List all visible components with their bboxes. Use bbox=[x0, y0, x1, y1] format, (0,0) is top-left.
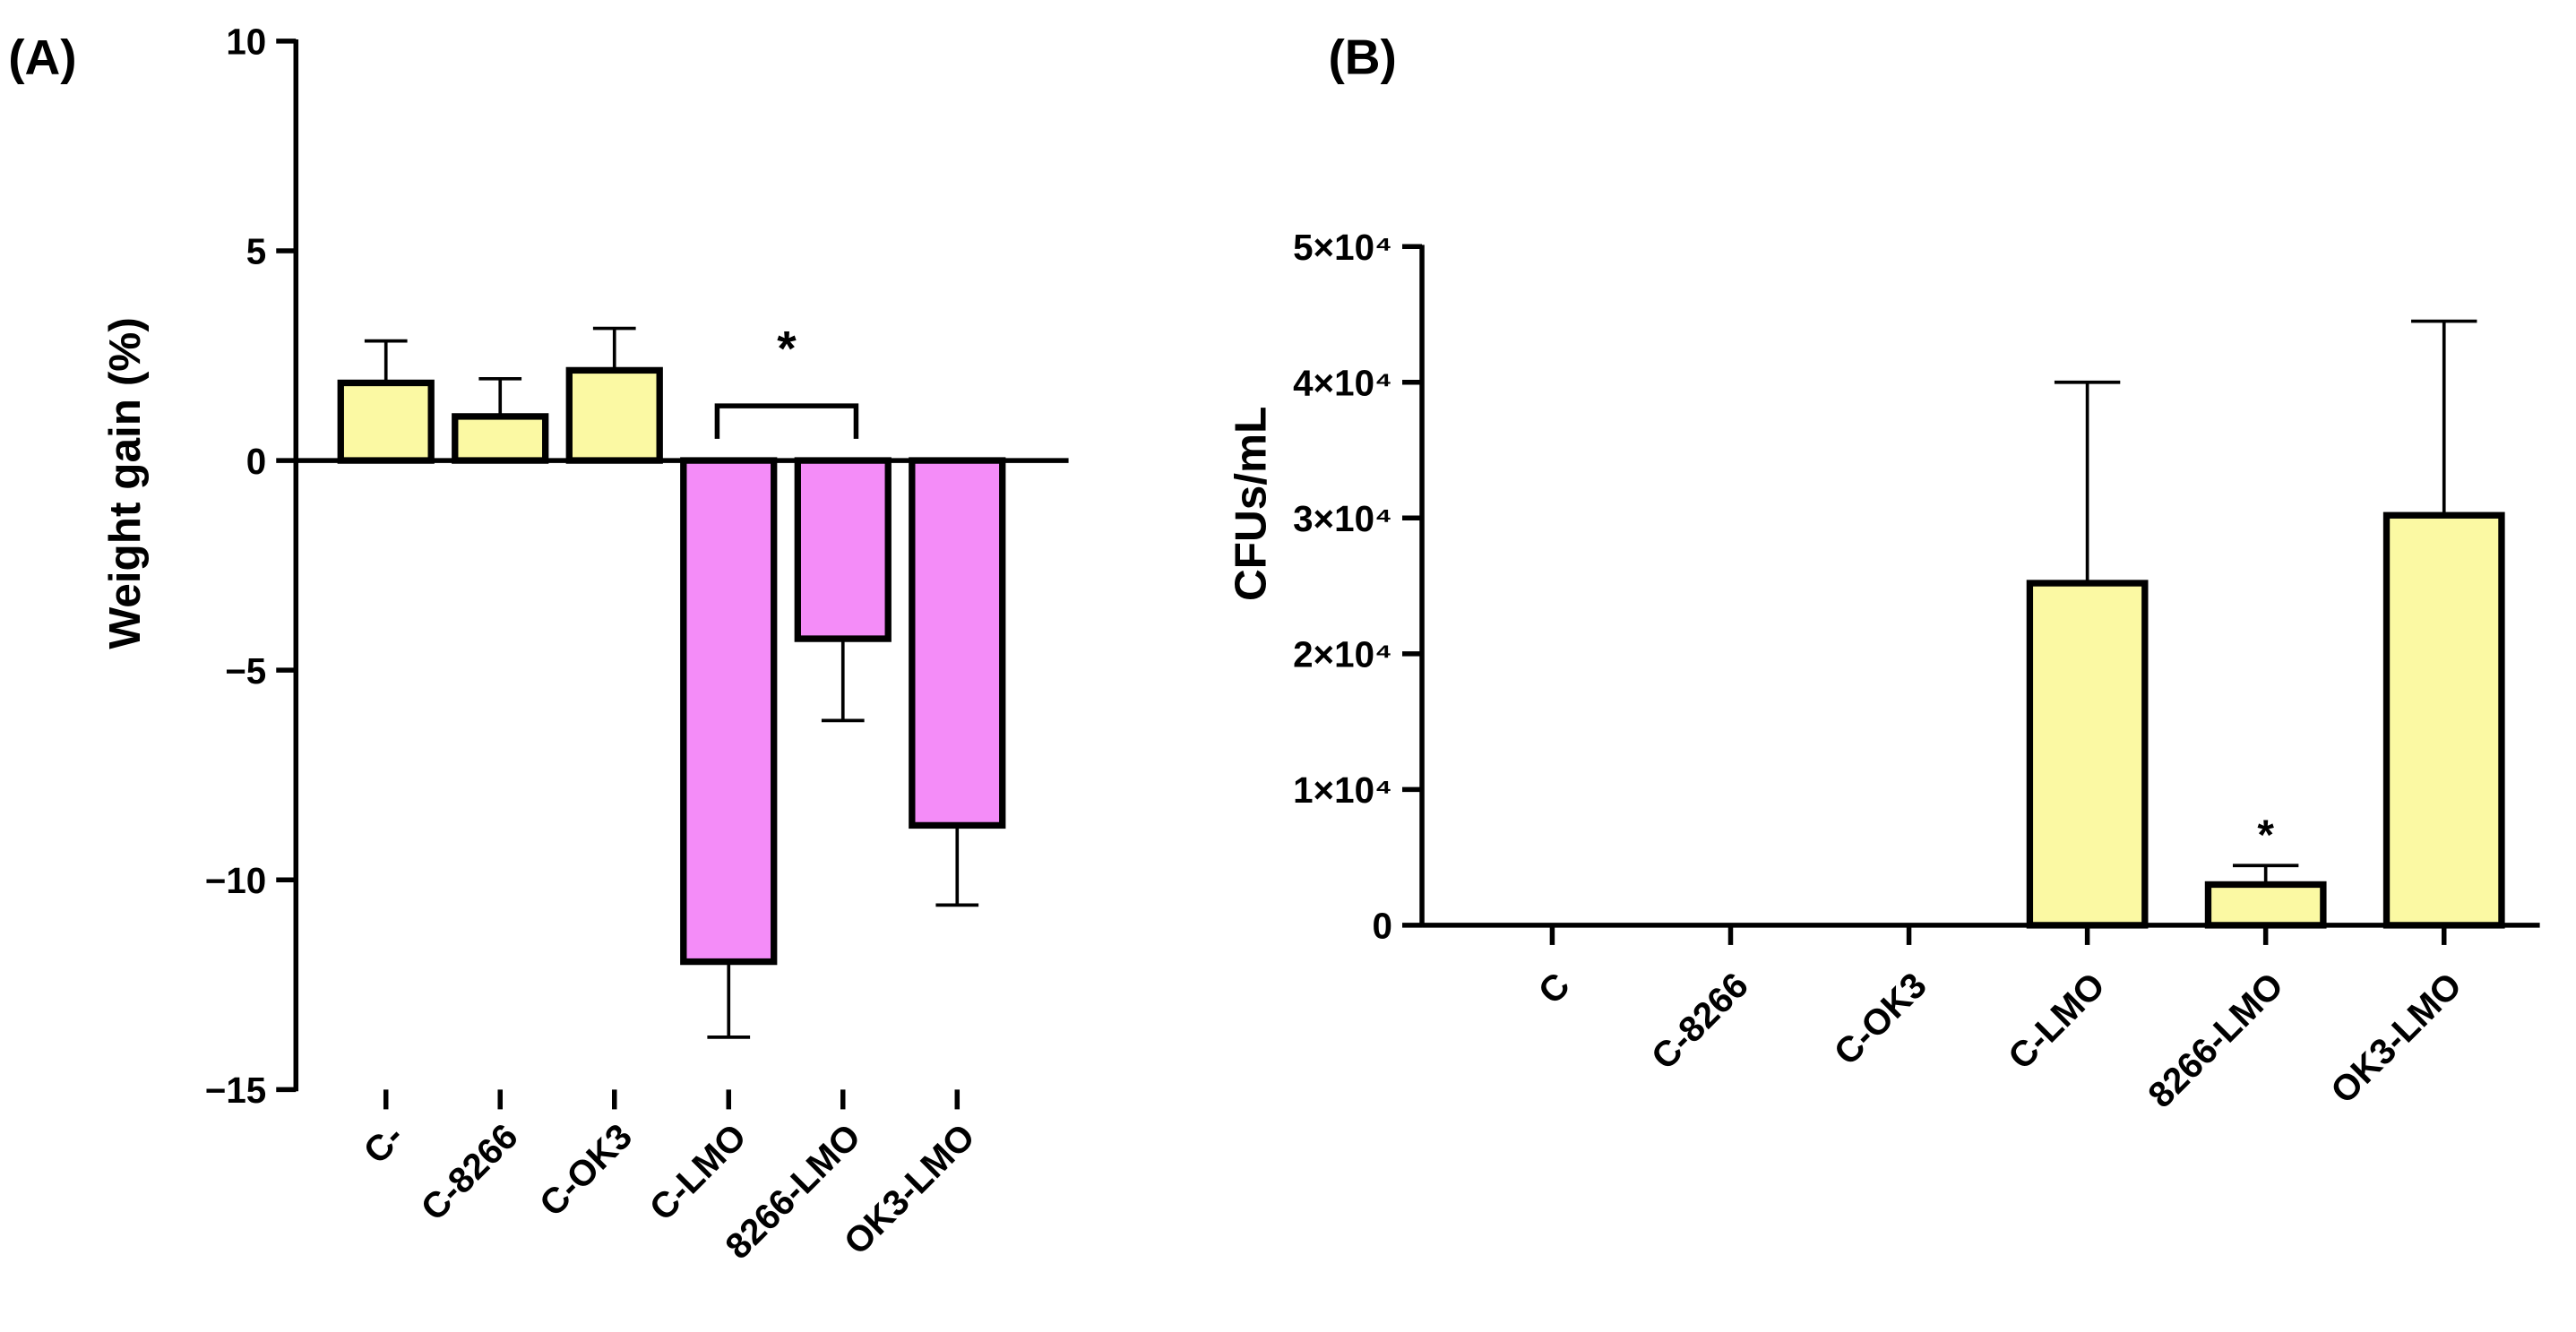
bar bbox=[452, 413, 549, 464]
significance-label: * bbox=[777, 320, 797, 375]
y-tick-label: 0 bbox=[1373, 906, 1392, 947]
x-tick-label: C-LMO bbox=[2000, 964, 2113, 1077]
y-tick-label: 3×10⁴ bbox=[1293, 498, 1392, 539]
y-tick-label: −10 bbox=[205, 860, 266, 901]
bar bbox=[794, 457, 892, 642]
x-tick-label: C-OK3 bbox=[531, 1115, 640, 1224]
bar bbox=[2026, 580, 2149, 929]
y-axis-title: CFUs/mL bbox=[1227, 407, 1276, 601]
x-tick-label: C-8266 bbox=[1643, 964, 1756, 1077]
x-tick-label: C-8266 bbox=[412, 1115, 525, 1228]
y-tick-label: 10 bbox=[226, 21, 266, 63]
bar bbox=[337, 379, 435, 464]
y-axis-title: Weight gain (%) bbox=[100, 317, 150, 649]
y-tick-label: 0 bbox=[246, 441, 266, 482]
x-tick-label: 8266-LMO bbox=[2140, 964, 2291, 1115]
bar bbox=[2204, 881, 2327, 929]
y-tick-label: 1×10⁴ bbox=[1293, 769, 1392, 811]
x-tick-label: C-OK3 bbox=[1826, 964, 1934, 1072]
y-tick-label: −15 bbox=[205, 1070, 266, 1111]
y-tick-label: 2×10⁴ bbox=[1293, 634, 1392, 675]
x-tick-label: OK3-LMO bbox=[2322, 964, 2469, 1111]
y-tick-label: 4×10⁴ bbox=[1293, 362, 1392, 403]
y-tick-label: 5 bbox=[246, 231, 266, 272]
x-tick-label: C-LMO bbox=[642, 1115, 754, 1228]
significance-label: * bbox=[2257, 812, 2274, 859]
bar bbox=[565, 366, 663, 464]
bar bbox=[2382, 511, 2505, 929]
y-tick-label: 5×10⁴ bbox=[1293, 227, 1392, 268]
significance-bracket bbox=[714, 403, 859, 439]
x-tick-label: C- bbox=[355, 1115, 411, 1172]
panel-label: (A) bbox=[8, 30, 76, 85]
panel-label: (B) bbox=[1328, 30, 1396, 85]
bar bbox=[909, 457, 1006, 829]
x-tick-label: C bbox=[1530, 964, 1578, 1011]
bar bbox=[680, 457, 778, 966]
y-tick-label: −5 bbox=[225, 650, 266, 692]
